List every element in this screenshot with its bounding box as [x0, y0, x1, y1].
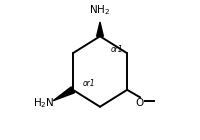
Text: O: O [136, 98, 144, 108]
Text: H$_2$N: H$_2$N [33, 96, 55, 110]
Text: NH$_2$: NH$_2$ [89, 4, 111, 17]
Polygon shape [53, 87, 75, 101]
Text: or1: or1 [110, 45, 123, 54]
Text: or1: or1 [83, 79, 96, 88]
Polygon shape [97, 22, 103, 36]
